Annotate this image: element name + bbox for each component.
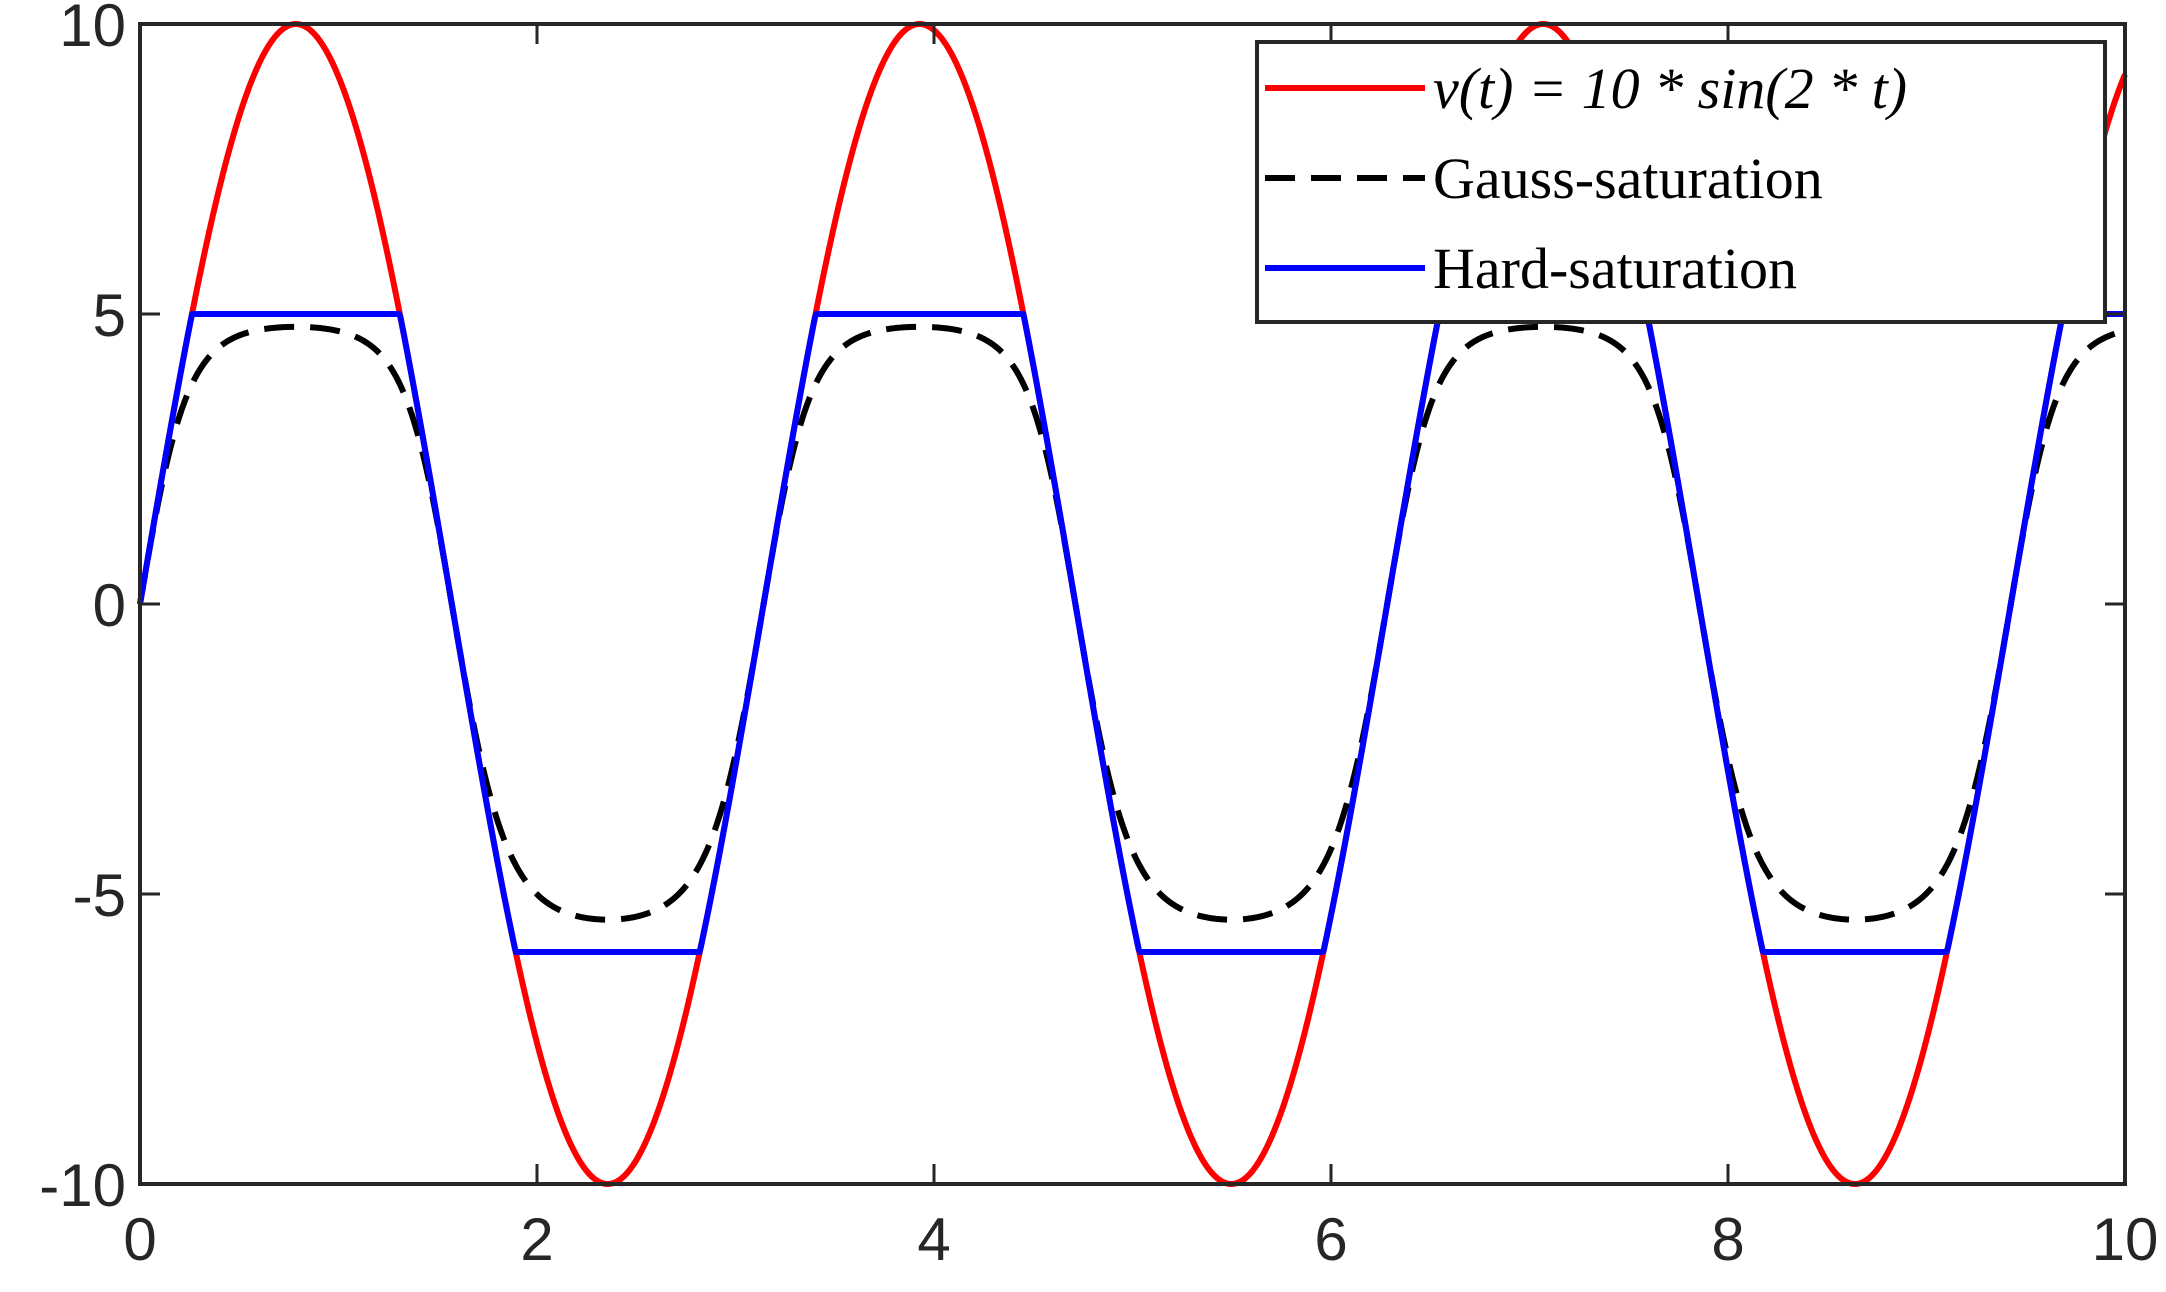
x-tick-label: 4	[917, 1206, 950, 1273]
y-tick-label: -10	[39, 1152, 126, 1219]
y-tick-label: 5	[93, 282, 126, 349]
plot-frame	[138, 22, 2127, 1186]
y-tick-label: 10	[59, 0, 126, 59]
x-tick-label: 10	[2092, 1206, 2159, 1273]
x-tick-label: 0	[123, 1206, 156, 1273]
legend-label-2: Gauss-saturation	[1433, 146, 1823, 211]
series-layer	[137, 21, 2128, 1187]
y-tick-label: -5	[73, 862, 126, 929]
legend-label-3: Hard-saturation	[1433, 236, 1797, 301]
x-tick-label: 2	[520, 1206, 553, 1273]
series-line-2	[137, 323, 2127, 923]
ticks-layer: 0 2 4 6 8 10 -10 -5 0 5 10	[39, 0, 2158, 1273]
series-line-3	[137, 311, 2127, 955]
legend: v(t) = 10 * sin(2 * t) Gauss-saturation Ha…	[1255, 40, 2107, 324]
y-tick-label: 0	[93, 572, 126, 639]
x-tick-label: 8	[1711, 1206, 1744, 1273]
x-tick-label: 6	[1314, 1206, 1347, 1273]
legend-label-1: v(t) = 10 * sin(2 * t)	[1433, 56, 1907, 121]
